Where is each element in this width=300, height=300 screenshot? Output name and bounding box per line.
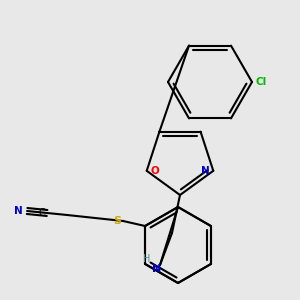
Text: S: S (113, 216, 121, 226)
Text: N: N (201, 166, 210, 176)
Text: N: N (14, 206, 23, 216)
Text: O: O (150, 166, 159, 176)
Text: H: H (143, 254, 151, 264)
Text: Cl: Cl (256, 77, 267, 87)
Text: N: N (152, 264, 162, 274)
Text: C: C (38, 208, 45, 218)
